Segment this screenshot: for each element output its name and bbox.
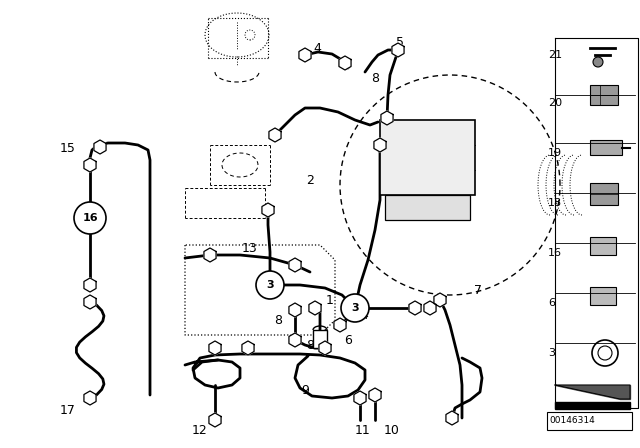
Bar (547, 412, 632, 430)
Bar (590, 140, 622, 155)
Bar (590, 287, 616, 305)
Text: 00146314: 00146314 (549, 416, 595, 425)
Circle shape (598, 346, 612, 360)
Polygon shape (204, 248, 216, 262)
Polygon shape (392, 43, 404, 57)
Text: 9: 9 (301, 383, 309, 396)
Text: 2: 2 (306, 173, 314, 186)
Polygon shape (381, 111, 393, 125)
Text: 8: 8 (306, 339, 314, 352)
Polygon shape (209, 341, 221, 355)
Polygon shape (434, 293, 446, 307)
Polygon shape (309, 301, 321, 315)
Text: 14: 14 (354, 309, 370, 322)
Text: 5: 5 (396, 35, 404, 48)
Text: 8: 8 (274, 314, 282, 327)
Text: 16: 16 (548, 248, 562, 258)
Polygon shape (319, 341, 331, 355)
Polygon shape (446, 411, 458, 425)
Text: 3: 3 (266, 280, 274, 290)
Polygon shape (354, 391, 366, 405)
Polygon shape (94, 140, 106, 154)
Polygon shape (242, 341, 254, 355)
Polygon shape (84, 391, 96, 405)
Text: 3: 3 (351, 303, 359, 313)
Polygon shape (209, 413, 221, 427)
Text: 3: 3 (548, 348, 555, 358)
Polygon shape (262, 203, 274, 217)
Polygon shape (369, 388, 381, 402)
Bar (313, 330, 327, 348)
Circle shape (341, 294, 369, 322)
Polygon shape (334, 318, 346, 332)
Bar (385, 195, 470, 220)
Polygon shape (374, 138, 386, 152)
Bar (590, 237, 616, 255)
Polygon shape (84, 278, 96, 292)
Text: 20: 20 (548, 98, 562, 108)
Polygon shape (289, 258, 301, 272)
Polygon shape (269, 128, 281, 142)
Polygon shape (289, 303, 301, 317)
Text: 11: 11 (355, 423, 371, 436)
Text: 10: 10 (384, 423, 400, 436)
Polygon shape (289, 333, 301, 347)
Text: 19: 19 (548, 148, 562, 158)
Polygon shape (555, 402, 630, 409)
Polygon shape (84, 295, 96, 309)
Circle shape (593, 57, 603, 67)
Text: 17: 17 (60, 404, 76, 417)
Text: 18: 18 (548, 198, 562, 208)
Text: 15: 15 (60, 142, 76, 155)
Polygon shape (555, 385, 630, 399)
Text: 6: 6 (548, 298, 555, 308)
Text: 8: 8 (371, 72, 379, 85)
Polygon shape (339, 56, 351, 70)
Text: 4: 4 (313, 42, 321, 55)
Text: 13: 13 (242, 241, 258, 254)
Text: 12: 12 (192, 423, 208, 436)
Text: 21: 21 (548, 50, 562, 60)
Polygon shape (424, 301, 436, 315)
Circle shape (592, 340, 618, 366)
Text: 6: 6 (344, 333, 352, 346)
Bar (590, 85, 618, 105)
Polygon shape (409, 301, 421, 315)
Bar (380, 120, 475, 195)
Bar (590, 183, 618, 205)
Circle shape (74, 202, 106, 234)
Polygon shape (299, 48, 311, 62)
Text: 7: 7 (474, 284, 482, 297)
Polygon shape (84, 158, 96, 172)
Text: 16: 16 (82, 213, 98, 223)
Circle shape (256, 271, 284, 299)
Text: 1: 1 (326, 293, 334, 306)
